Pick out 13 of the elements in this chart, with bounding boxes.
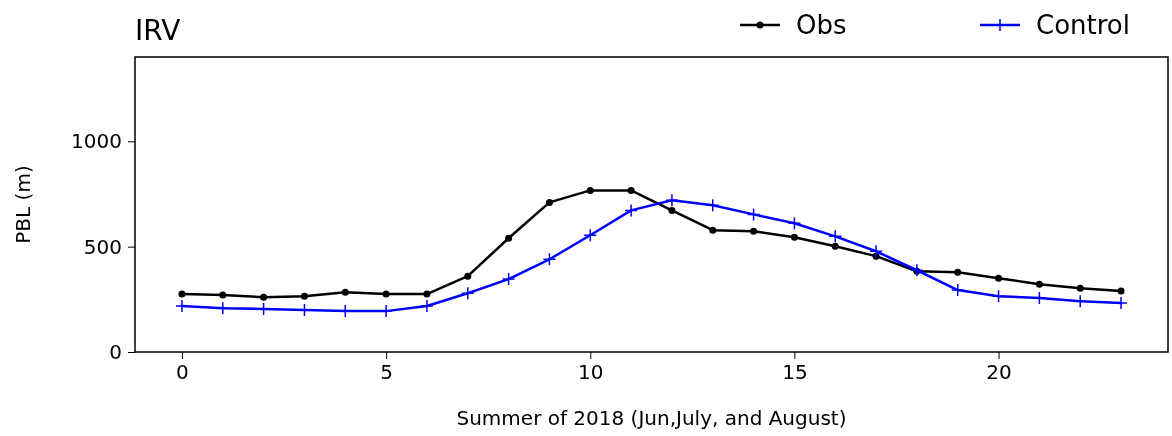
x-axis-title: Summer of 2018 (Jun,July, and August) [456,406,847,430]
legend-label: Control [1036,10,1130,40]
y-tick-label: 1000 [71,129,122,154]
y-tick-label: 0 [109,339,122,364]
x-tick-label: 5 [380,360,393,385]
y-tick-label: 500 [83,234,122,259]
x-tick-label: 20 [986,360,1012,385]
x-tick-label: 0 [176,360,189,385]
y-axis-title: PBL (m) [11,165,35,244]
x-tick-label: 10 [578,360,604,385]
x-tick-label: 15 [782,360,808,385]
chart-title: IRV [135,14,181,47]
legend-label: Obs [796,10,847,40]
